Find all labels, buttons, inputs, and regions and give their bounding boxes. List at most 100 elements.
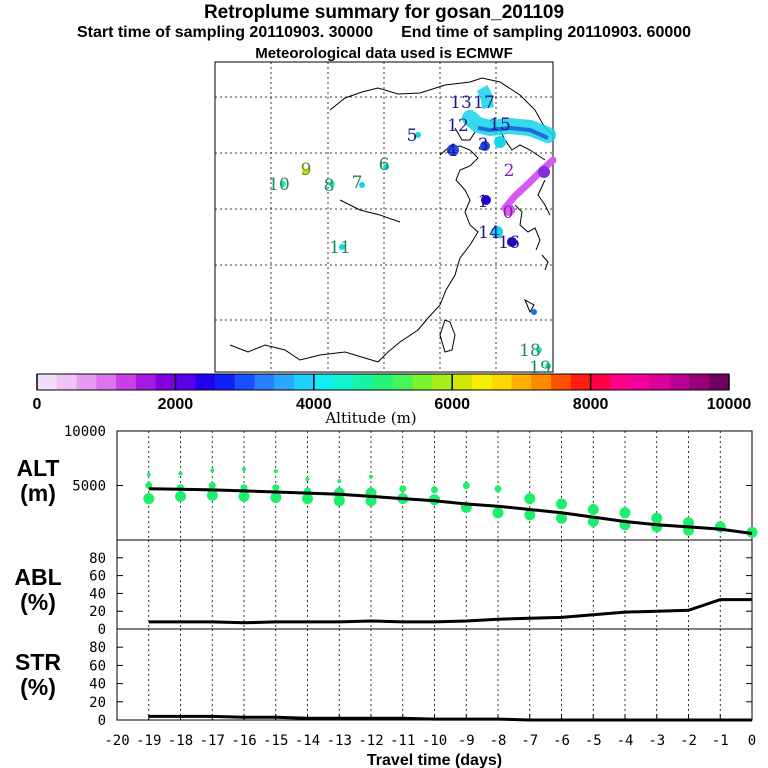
colorbar-swatch (471, 374, 493, 390)
alt-spread-point (242, 467, 246, 472)
plume-point (531, 309, 537, 315)
x-tick-label: -14 (295, 733, 320, 749)
coastlines (229, 77, 554, 363)
alt-spread-point (587, 504, 599, 515)
map-day-label: 16 (498, 233, 520, 253)
alt-spread-point (206, 489, 218, 501)
y-tick-label: 20 (89, 604, 106, 620)
plume-point (280, 181, 286, 187)
alt-spread-point (492, 507, 504, 519)
colorbar-swatch (491, 374, 512, 390)
map-day-label: 12 (447, 116, 469, 136)
map-day-label: 15 (489, 115, 511, 135)
map-day-label: 5 (407, 126, 418, 146)
colorbar-swatch (254, 374, 275, 390)
colorbar-swatch (214, 374, 236, 390)
map-day-label: 0 (503, 203, 514, 223)
alt-spread-point (524, 493, 536, 505)
colorbar-swatch (412, 374, 433, 390)
colorbar-swatch (452, 374, 473, 390)
colorbar-tick-label: 8000 (573, 396, 609, 413)
x-tick-label: -20 (104, 733, 129, 749)
map-day-label: 7 (352, 173, 363, 193)
colorbar-swatch (116, 374, 137, 390)
colorbar-tick-label: 2000 (158, 396, 194, 413)
alt-spread-point (175, 490, 186, 502)
map-day-label: 8 (324, 176, 335, 196)
plume-point (329, 181, 335, 187)
plume-point (302, 169, 308, 175)
colorbar-swatch (551, 374, 572, 390)
colorbar-swatch (313, 374, 334, 390)
x-tick-label: -16 (231, 733, 256, 749)
colorbar-swatch (590, 374, 611, 390)
x-tick-label: -8 (490, 733, 507, 749)
colorbar-swatch (56, 374, 77, 390)
alt-ylabel: ALT (m) (16, 455, 60, 506)
alt-spread-point (651, 512, 663, 524)
map-day-label: 13 (450, 93, 472, 113)
alt-spread-point (462, 482, 470, 489)
colorbar-tick-label: 4000 (296, 396, 332, 413)
x-tick-label: -19 (136, 733, 161, 749)
colorbar-swatch (294, 374, 315, 390)
x-tick-label: 0 (748, 733, 756, 749)
sampling-times: Start time of sampling 20110903. 30000 En… (0, 24, 768, 42)
alt-spread-point (302, 493, 313, 505)
start-time-label: Start time of sampling 20110903. 30000 (76, 24, 374, 41)
plume-point (480, 141, 490, 151)
colorbar-swatch (155, 374, 176, 390)
map-graticule (215, 62, 553, 372)
map-day-label: 4 (447, 141, 458, 161)
alt-spread-point (178, 471, 183, 476)
x-tick-label: -1 (712, 733, 729, 749)
colorbar-swatch (96, 374, 117, 390)
alt-spread-point (556, 512, 567, 524)
colorbar-tick-label: 10000 (707, 396, 752, 413)
x-tick-label: -10 (422, 733, 447, 749)
alt-spread-point (273, 469, 278, 474)
map-day-label: 14 (478, 223, 500, 243)
colorbar-swatch (511, 374, 532, 390)
str-ylabel: STR (%) (15, 649, 61, 700)
alt-spread-point (431, 486, 438, 494)
alt-spread-point (556, 498, 567, 510)
plume-point (536, 347, 542, 353)
colorbar-swatch (175, 374, 196, 390)
colorbar-swatch (689, 374, 710, 390)
y-tick-label: 20 (89, 695, 106, 711)
y-tick-label: 0 (98, 713, 106, 729)
colorbar-tick-label: 6000 (434, 396, 470, 413)
colorbar-swatch (709, 374, 730, 390)
colorbar-swatch (274, 374, 295, 390)
y-tick-label: 0 (98, 622, 106, 638)
x-tick-label: -18 (168, 733, 193, 749)
colorbar-swatch (669, 374, 690, 390)
colorbar-swatch (570, 374, 591, 390)
str-line (148, 714, 752, 722)
alt-spread-point (619, 507, 631, 519)
plume-point (481, 195, 491, 205)
colorbar-swatch (392, 374, 414, 390)
alt-spread-point (208, 482, 216, 489)
x-tick-label: -13 (327, 733, 352, 749)
map-day-label: 1 (478, 192, 489, 212)
x-tick-label: -5 (585, 733, 602, 749)
map-day-label: 2 (504, 161, 515, 181)
colorbar-swatch (630, 374, 651, 390)
alt-spread-point (399, 485, 407, 493)
map-day-label: 10 (268, 175, 290, 195)
y-tick-label: 80 (89, 551, 106, 567)
alt-spread-point (146, 472, 151, 477)
end-time-label: End time of sampling 20110903. 60000 (401, 24, 692, 41)
plume-point (383, 164, 389, 170)
colorbar-swatch (610, 374, 631, 390)
y-tick-label: 40 (89, 677, 106, 693)
plume-point (503, 204, 515, 216)
alt-spread-point (272, 484, 280, 492)
x-tick-label: -11 (390, 733, 415, 749)
alt-spread-point (145, 482, 153, 489)
map-day-label: 11 (329, 238, 351, 258)
alt-spread-point (333, 495, 345, 507)
